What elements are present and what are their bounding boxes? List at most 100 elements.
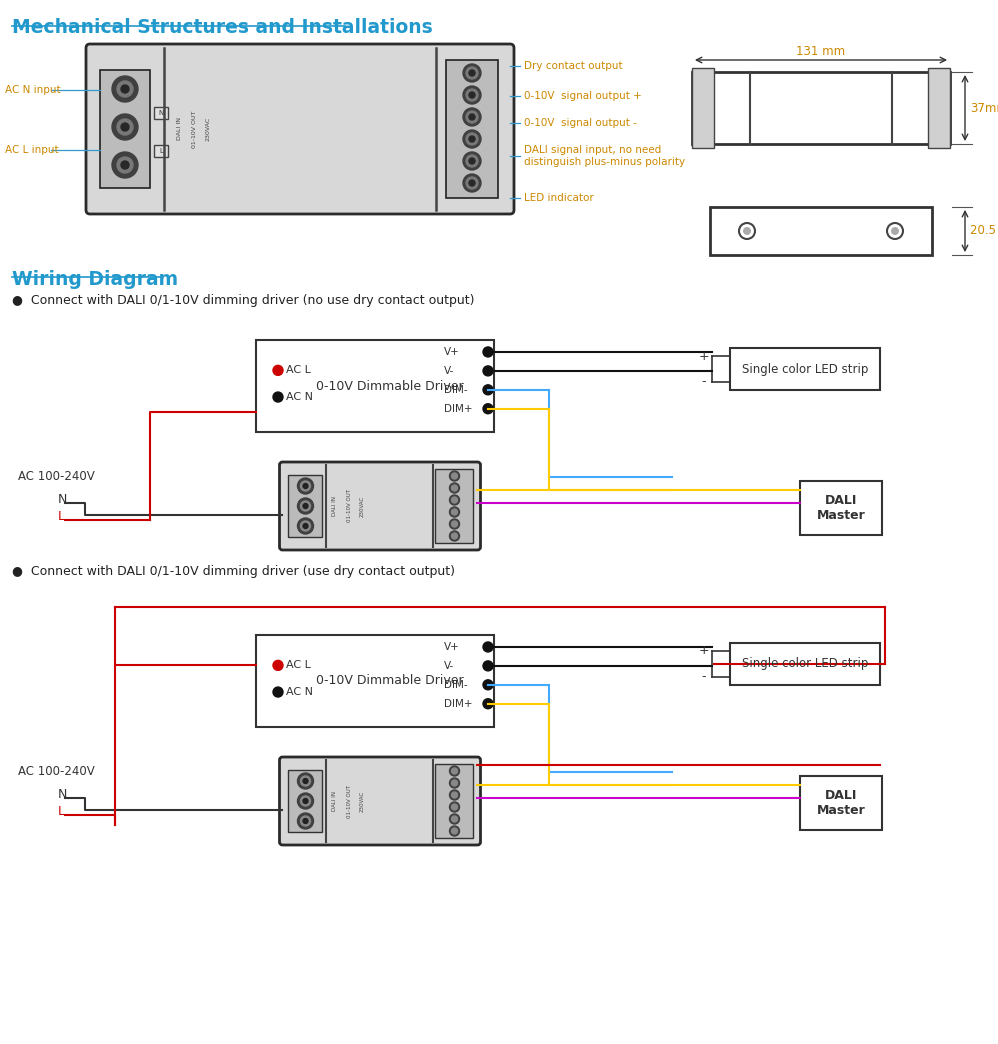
- Bar: [154, 145, 168, 157]
- Text: DIM+: DIM+: [444, 698, 472, 709]
- Circle shape: [303, 483, 308, 489]
- Circle shape: [449, 471, 459, 481]
- Text: L: L: [159, 148, 163, 155]
- Text: 230VAC: 230VAC: [206, 117, 211, 141]
- Circle shape: [451, 533, 457, 539]
- Text: ●  Connect with DALI 0/1-10V dimming driver (use dry contact output): ● Connect with DALI 0/1-10V dimming driv…: [12, 565, 455, 578]
- Circle shape: [449, 766, 459, 776]
- Text: L: L: [58, 511, 65, 523]
- Circle shape: [300, 521, 310, 531]
- Text: DALI IN: DALI IN: [178, 118, 183, 141]
- Circle shape: [297, 478, 313, 494]
- Text: DALI signal input, no need
distinguish plus-minus polarity: DALI signal input, no need distinguish p…: [524, 145, 685, 167]
- Circle shape: [297, 498, 313, 514]
- Text: L: L: [58, 805, 65, 818]
- Circle shape: [466, 89, 478, 101]
- Text: AC L: AC L: [286, 661, 310, 670]
- Circle shape: [469, 92, 475, 98]
- Text: Wiring Diagram: Wiring Diagram: [12, 270, 178, 289]
- Bar: [710, 207, 932, 255]
- Bar: [435, 764, 473, 838]
- Text: N: N: [58, 788, 68, 801]
- Text: DALI
Master: DALI Master: [816, 789, 865, 817]
- Circle shape: [449, 814, 459, 824]
- Circle shape: [300, 796, 310, 806]
- Circle shape: [449, 802, 459, 812]
- Text: DALI IN: DALI IN: [332, 791, 337, 811]
- Circle shape: [451, 485, 457, 491]
- Circle shape: [273, 393, 283, 402]
- Circle shape: [449, 483, 459, 493]
- Text: 131 mm: 131 mm: [796, 45, 845, 58]
- Circle shape: [112, 152, 138, 177]
- Circle shape: [273, 661, 283, 670]
- Circle shape: [273, 365, 283, 376]
- Circle shape: [891, 227, 899, 235]
- Bar: [288, 475, 322, 537]
- Circle shape: [112, 76, 138, 102]
- Circle shape: [449, 531, 459, 541]
- Text: AC N input: AC N input: [5, 85, 61, 95]
- Text: V-: V-: [444, 661, 454, 671]
- Circle shape: [451, 473, 457, 479]
- Circle shape: [121, 123, 129, 130]
- Circle shape: [743, 227, 751, 235]
- Bar: [446, 60, 498, 198]
- Bar: [692, 68, 714, 148]
- Circle shape: [300, 481, 310, 491]
- Circle shape: [466, 133, 478, 145]
- Circle shape: [121, 85, 129, 93]
- Circle shape: [297, 813, 313, 829]
- Circle shape: [117, 157, 133, 173]
- Text: Mechanical Structures and Installations: Mechanical Structures and Installations: [12, 18, 433, 37]
- Circle shape: [449, 507, 459, 517]
- Circle shape: [463, 86, 481, 104]
- Circle shape: [121, 161, 129, 169]
- FancyBboxPatch shape: [279, 462, 480, 550]
- Circle shape: [469, 70, 475, 76]
- Circle shape: [449, 495, 459, 505]
- FancyBboxPatch shape: [279, 757, 480, 845]
- Text: 01-10V OUT: 01-10V OUT: [347, 784, 352, 817]
- Text: +: +: [699, 644, 710, 658]
- Text: 37mm: 37mm: [970, 101, 998, 115]
- Circle shape: [469, 114, 475, 120]
- Circle shape: [463, 108, 481, 126]
- Circle shape: [887, 223, 903, 239]
- Circle shape: [463, 152, 481, 170]
- Circle shape: [466, 155, 478, 167]
- Circle shape: [303, 503, 308, 508]
- Circle shape: [300, 501, 310, 511]
- Circle shape: [449, 826, 459, 836]
- Circle shape: [297, 518, 313, 533]
- Text: 01-10V OUT: 01-10V OUT: [347, 490, 352, 522]
- Text: AC N: AC N: [286, 393, 313, 402]
- Text: Dry contact output: Dry contact output: [524, 61, 623, 71]
- FancyBboxPatch shape: [86, 44, 514, 214]
- Circle shape: [451, 792, 457, 798]
- Circle shape: [273, 687, 283, 697]
- Text: 0-10V  signal output -: 0-10V signal output -: [524, 118, 637, 128]
- Circle shape: [739, 223, 755, 239]
- Circle shape: [303, 523, 308, 528]
- Text: V-: V-: [444, 365, 454, 376]
- Circle shape: [466, 111, 478, 123]
- Text: Single color LED strip: Single color LED strip: [742, 362, 868, 376]
- Circle shape: [463, 174, 481, 192]
- Circle shape: [483, 680, 493, 690]
- Bar: [928, 68, 950, 148]
- Text: N: N: [159, 110, 164, 116]
- Text: ●  Connect with DALI 0/1-10V dimming driver (no use dry contact output): ● Connect with DALI 0/1-10V dimming driv…: [12, 294, 474, 307]
- Circle shape: [483, 347, 493, 357]
- Circle shape: [451, 509, 457, 515]
- Circle shape: [449, 519, 459, 529]
- Bar: [435, 469, 473, 543]
- Circle shape: [483, 698, 493, 709]
- Text: V+: V+: [444, 347, 460, 357]
- Text: AC N: AC N: [286, 687, 313, 697]
- Circle shape: [297, 793, 313, 809]
- Circle shape: [463, 64, 481, 82]
- Text: Single color LED strip: Single color LED strip: [742, 658, 868, 670]
- Text: AC L input: AC L input: [5, 145, 59, 155]
- Bar: [730, 348, 880, 390]
